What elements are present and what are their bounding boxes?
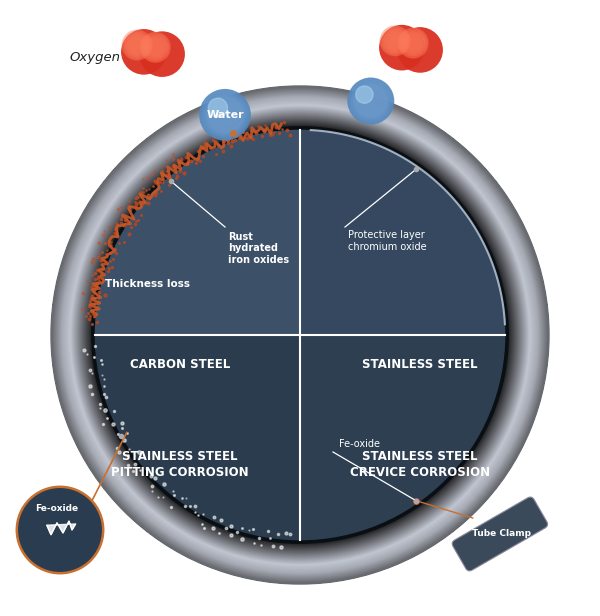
Wedge shape — [95, 335, 300, 540]
Circle shape — [206, 96, 244, 134]
Circle shape — [355, 86, 386, 116]
Circle shape — [348, 78, 394, 124]
Circle shape — [355, 85, 387, 117]
Text: Fe-oxide: Fe-oxide — [339, 439, 380, 449]
Circle shape — [202, 92, 248, 138]
Circle shape — [139, 31, 185, 77]
Circle shape — [348, 78, 394, 124]
Text: STAINLESS STEEL: STAINLESS STEEL — [362, 359, 478, 371]
Circle shape — [407, 37, 419, 49]
Circle shape — [140, 33, 170, 62]
Circle shape — [387, 33, 403, 49]
Circle shape — [204, 94, 246, 136]
Circle shape — [207, 97, 243, 132]
Text: Rust
hydrated
iron oxides: Rust hydrated iron oxides — [228, 232, 289, 265]
Circle shape — [402, 31, 425, 54]
Text: Protective layer
chromium oxide: Protective layer chromium oxide — [348, 230, 427, 251]
Circle shape — [354, 84, 388, 118]
Circle shape — [406, 35, 421, 51]
Wedge shape — [95, 131, 300, 335]
Text: Fe-oxide: Fe-oxide — [35, 505, 79, 513]
Circle shape — [208, 98, 242, 132]
Text: STAINLESS STEEL
PITTING CORROSION: STAINLESS STEEL PITTING CORROSION — [111, 450, 249, 479]
Circle shape — [122, 30, 152, 60]
Text: Thickness loss: Thickness loss — [105, 279, 190, 289]
Polygon shape — [47, 521, 76, 535]
Circle shape — [203, 92, 247, 137]
Circle shape — [356, 86, 373, 103]
Circle shape — [144, 36, 167, 59]
Circle shape — [208, 98, 227, 117]
Circle shape — [353, 84, 388, 118]
Circle shape — [148, 39, 163, 55]
Wedge shape — [300, 131, 505, 335]
Circle shape — [17, 487, 103, 573]
Circle shape — [200, 89, 250, 140]
Circle shape — [146, 38, 165, 57]
Circle shape — [131, 39, 143, 51]
Text: Water: Water — [206, 110, 244, 120]
Text: Tube Clamp: Tube Clamp — [472, 529, 531, 538]
Circle shape — [404, 33, 423, 53]
Circle shape — [353, 83, 389, 119]
Circle shape — [129, 37, 145, 53]
Circle shape — [397, 27, 443, 73]
Circle shape — [379, 25, 425, 70]
Circle shape — [121, 29, 167, 75]
Circle shape — [380, 26, 410, 55]
Circle shape — [398, 28, 428, 58]
Circle shape — [350, 81, 391, 121]
Circle shape — [203, 93, 247, 136]
Circle shape — [200, 91, 250, 139]
Circle shape — [127, 35, 147, 55]
FancyBboxPatch shape — [452, 497, 548, 571]
Circle shape — [142, 34, 169, 60]
Circle shape — [205, 95, 245, 135]
Circle shape — [206, 95, 244, 134]
Text: STAINLESS STEEL
CREVICE CORROSION: STAINLESS STEEL CREVICE CORROSION — [350, 450, 490, 479]
Circle shape — [349, 79, 393, 123]
Circle shape — [383, 30, 406, 52]
Circle shape — [125, 34, 148, 57]
Circle shape — [201, 91, 249, 139]
Circle shape — [349, 79, 392, 123]
Circle shape — [382, 28, 408, 54]
Text: CARBON STEEL: CARBON STEEL — [130, 359, 230, 371]
Wedge shape — [300, 335, 505, 540]
Circle shape — [124, 32, 150, 58]
Text: Oxygen: Oxygen — [69, 51, 120, 63]
Circle shape — [352, 82, 389, 120]
Circle shape — [400, 30, 427, 56]
Circle shape — [352, 81, 390, 121]
Circle shape — [350, 80, 392, 122]
Circle shape — [149, 41, 161, 54]
Circle shape — [200, 89, 250, 140]
Circle shape — [389, 34, 401, 47]
Circle shape — [385, 31, 405, 51]
